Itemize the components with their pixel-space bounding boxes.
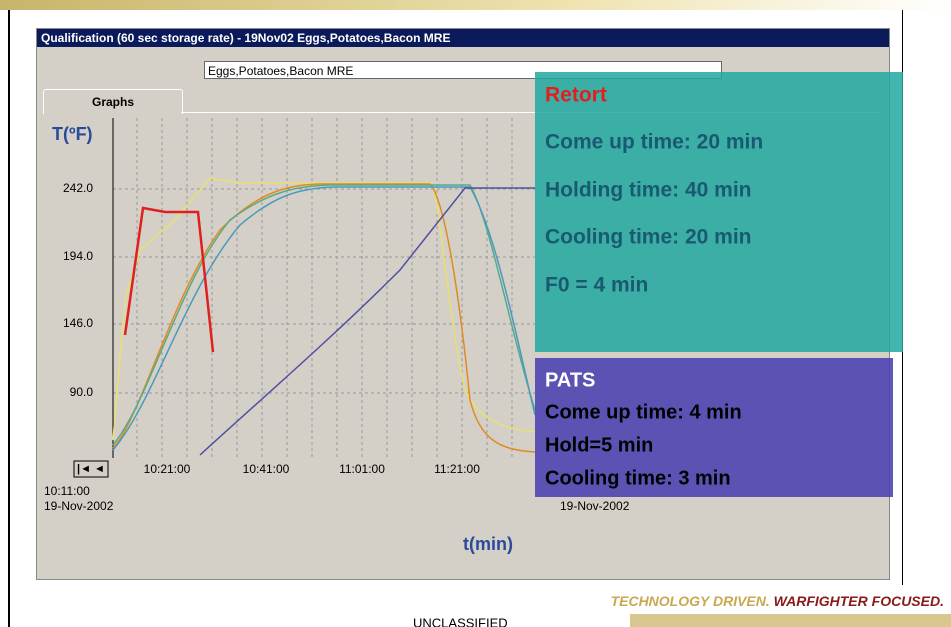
x-tick-label: 10:41:00 [243, 462, 290, 476]
start-time: 10:11:00 [44, 484, 90, 498]
y-tick-label: 242.0 [63, 181, 93, 195]
curves [112, 177, 536, 456]
pats-line: Cooling time: 3 min [545, 467, 731, 489]
y-ticks: 242.0 194.0 146.0 90.0 [63, 181, 93, 399]
retort-box [535, 72, 903, 352]
x-ticks: 10:21:00 10:41:00 11:01:00 11:21:00 [144, 462, 481, 476]
plot-area [113, 118, 535, 458]
x-tick-label: 11:21:00 [434, 462, 480, 476]
tagline: TECHNOLOGY DRIVEN. WARFIGHTER FOCUSED. [611, 593, 944, 609]
y-tick-label: 146.0 [63, 316, 93, 330]
pats-lines: Come up time: 4 min Hold=5 min Cooling t… [545, 401, 742, 489]
x-tick-label: 10:21:00 [144, 462, 191, 476]
pats-line: Hold=5 min [545, 434, 653, 456]
nav-button[interactable] [73, 460, 109, 478]
bottom-bar [630, 614, 951, 627]
y-tick-label: 90.0 [70, 385, 94, 399]
retort-line: F0 = 4 min [545, 274, 648, 297]
annotation-shape [123, 206, 215, 353]
x-axis-label: t(min) [463, 534, 513, 554]
retort-line: Come up time: 20 min [545, 131, 763, 154]
y-axis-label: T(ºF) [52, 124, 93, 144]
title-bar: Qualification (60 sec storage rate) - 19… [37, 29, 889, 47]
nav-icon: |◄ ◄ [77, 463, 105, 475]
top-bar [0, 0, 951, 10]
tab-line [181, 112, 881, 113]
end-date: 19-Nov-2002 [560, 499, 630, 513]
start-date: 19-Nov-2002 [44, 499, 114, 513]
retort-line: Cooling time: 20 min [545, 226, 752, 249]
retort-heading: Retort [545, 84, 607, 107]
x-tick-label: 11:01:00 [339, 462, 385, 476]
retort-line: Holding time: 40 min [545, 179, 752, 202]
retort-lines: Come up time: 20 min Holding time: 40 mi… [545, 131, 763, 297]
pats-box [535, 358, 893, 497]
classification: UNCLASSIFIED [413, 615, 508, 627]
y-tick-label: 194.0 [63, 249, 93, 263]
pats-line: Come up time: 4 min [545, 401, 742, 423]
graphs-tab[interactable]: Graphs [43, 89, 183, 114]
left-rule [8, 10, 10, 627]
pats-heading: PATS [545, 369, 595, 391]
